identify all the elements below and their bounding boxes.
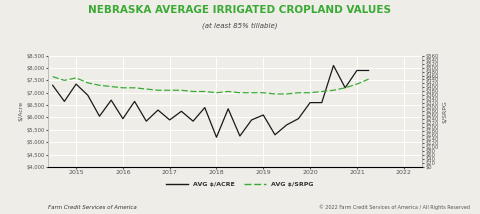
Text: © 2022 Farm Credit Services of America / All Rights Reserved: © 2022 Farm Credit Services of America /… [319,204,470,210]
Text: (at least 85% tillable): (at least 85% tillable) [202,22,278,29]
Legend: AVG $/ACRE, AVG $/SRPG: AVG $/ACRE, AVG $/SRPG [164,179,316,189]
Text: NEBRASKA AVERAGE IRRIGATED CROPLAND VALUES: NEBRASKA AVERAGE IRRIGATED CROPLAND VALU… [88,5,392,15]
Text: Farm Credit Services of America: Farm Credit Services of America [48,205,137,210]
Y-axis label: $/Acre: $/Acre [18,101,24,121]
Y-axis label: $/SRPG: $/SRPG [442,100,447,123]
